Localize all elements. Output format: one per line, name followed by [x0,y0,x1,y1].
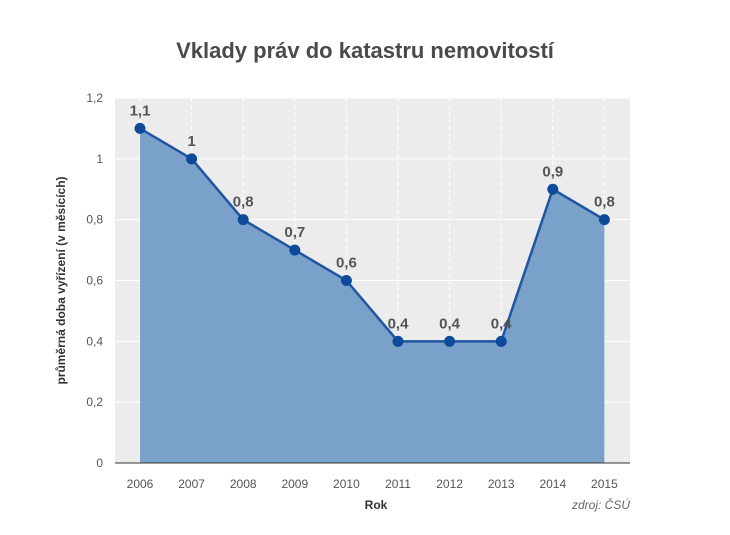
x-tick-label: 2013 [488,477,515,491]
y-tick-label: 1 [96,152,103,166]
series-line [139,127,606,343]
data-label: 0,4 [491,315,513,332]
data-point [289,244,301,256]
data-label: 0,4 [439,315,461,332]
data-label: 0,9 [542,163,563,180]
data-label: 1 [187,133,195,150]
x-tick-label: 2009 [281,477,308,491]
y-tick-label: 0,2 [86,395,103,409]
chart-title: Vklady práv do katastru nemovitostí [176,38,554,63]
y-tick-label: 1,2 [86,91,103,105]
data-label: 0,8 [594,194,615,211]
y-tick-label: 0,6 [86,274,103,288]
x-tick-label: 2006 [127,477,154,491]
data-point [444,335,456,347]
data-labels: 1,1 1 0,8 0,7 0,6 0,4 0,4 0,4 0,9 0,8 [130,102,615,332]
source-note: zdroj: ČSÚ [571,497,630,512]
data-point [547,183,559,195]
y-tick-label: 0,4 [86,334,103,348]
data-point [598,214,610,226]
data-markers [134,122,610,347]
x-tick-label: 2011 [385,477,411,491]
data-point [495,335,507,347]
data-point [392,335,404,347]
y-tick-label: 0 [96,456,103,470]
x-tick-label: 2010 [333,477,360,491]
data-point [340,275,352,286]
y-tick-label: 0,8 [86,213,103,227]
data-point [134,122,146,134]
x-axis-title: Rok [365,498,388,512]
x-tick-labels: 2006 2007 2008 2009 2010 2011 2012 2013 2014 2015 [127,477,618,491]
data-point [237,214,249,226]
x-tick-label: 2014 [539,477,566,491]
area-fill [140,128,605,463]
data-label: 0,6 [336,255,357,272]
y-axis-title: průměrná doba vyřízení (v měsících) [54,176,68,384]
y-tick-labels: 0 0,2 0,4 0,6 0,8 1 1,2 [86,91,103,470]
data-label: 0,8 [233,194,254,211]
x-tick-label: 2008 [230,477,257,491]
data-point [186,153,198,165]
data-label: 0,7 [284,224,305,241]
x-tick-label: 2007 [178,477,205,491]
x-tick-label: 2012 [436,477,463,491]
data-label: 0,4 [388,315,410,332]
x-tick-label: 2015 [591,477,618,491]
data-label: 1,1 [130,102,151,119]
